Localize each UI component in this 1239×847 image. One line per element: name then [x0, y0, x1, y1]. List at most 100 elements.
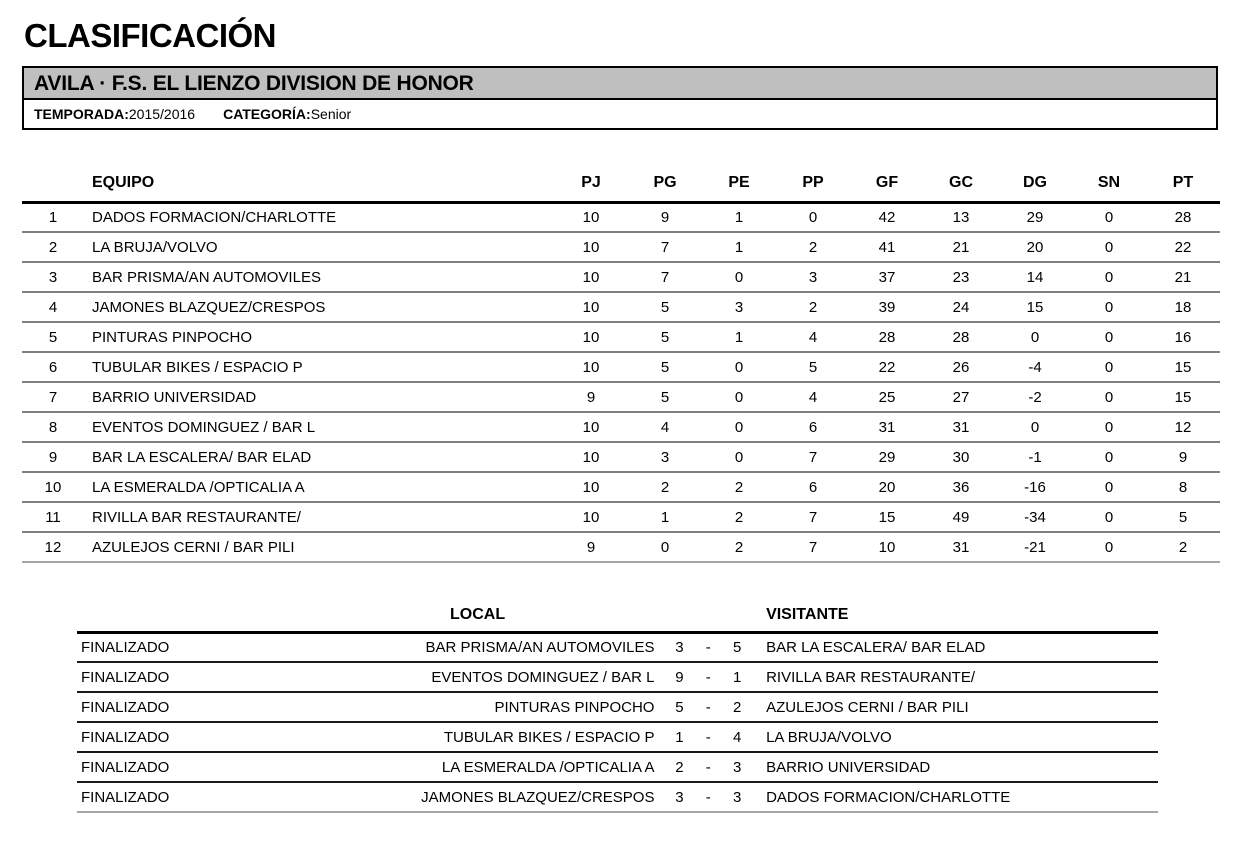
cell-position: 11: [22, 502, 84, 533]
cell-home-goals: 9: [664, 662, 695, 693]
cell-position: 12: [22, 532, 84, 563]
cell-pt: 8: [1146, 472, 1220, 503]
cell-team-name: TUBULAR BIKES / ESPACIO P: [84, 352, 554, 383]
cell-pe: 0: [702, 442, 776, 473]
cell-pg: 7: [628, 232, 702, 263]
cell-dg: -16: [998, 472, 1072, 503]
cell-pp: 4: [776, 382, 850, 413]
cell-pt: 5: [1146, 502, 1220, 533]
header-gc: GC: [924, 168, 998, 204]
cell-gf: 15: [850, 502, 924, 533]
cell-sn: 0: [1072, 292, 1146, 323]
standings-row: 10 LA ESMERALDA /OPTICALIA A 10 2 2 6 20 36 -16 0…: [22, 472, 1220, 503]
header-gf: GF: [850, 168, 924, 204]
cell-gc: 30: [924, 442, 998, 473]
cell-position: 8: [22, 412, 84, 443]
cell-match-status: FINALIZADO: [77, 692, 291, 723]
cell-team-name: LA BRUJA/VOLVO: [84, 232, 554, 263]
cell-pt: 16: [1146, 322, 1220, 353]
cell-gf: 20: [850, 472, 924, 503]
cell-pg: 4: [628, 412, 702, 443]
header-team: EQUIPO: [84, 168, 554, 204]
cell-pt: 2: [1146, 532, 1220, 563]
cell-pj: 9: [554, 382, 628, 413]
cell-gf: 10: [850, 532, 924, 563]
cell-position: 3: [22, 262, 84, 293]
cell-team-name: LA ESMERALDA /OPTICALIA A: [84, 472, 554, 503]
header-pg: PG: [628, 168, 702, 204]
cell-pj: 10: [554, 502, 628, 533]
cell-home-goals: 1: [664, 722, 695, 753]
cell-pe: 2: [702, 472, 776, 503]
cell-pj: 10: [554, 472, 628, 503]
standings-row: 12 AZULEJOS CERNI / BAR PILI 9 0 2 7 10 31 -21 0 2: [22, 532, 1220, 563]
cell-gc: 23: [924, 262, 998, 293]
cell-pt: 18: [1146, 292, 1220, 323]
cell-pp: 3: [776, 262, 850, 293]
cell-pj: 10: [554, 232, 628, 263]
cell-pp: 2: [776, 292, 850, 323]
cell-position: 6: [22, 352, 84, 383]
cell-away-goals: 5: [722, 632, 753, 663]
cell-match-status: FINALIZADO: [77, 662, 291, 693]
cell-team-name: DADOS FORMACION/CHARLOTTE: [84, 202, 554, 233]
cell-dg: 15: [998, 292, 1072, 323]
cell-score-dash: -: [694, 752, 723, 783]
cell-team-name: AZULEJOS CERNI / BAR PILI: [84, 532, 554, 563]
cell-match-status: FINALIZADO: [77, 722, 291, 753]
cell-gc: 13: [924, 202, 998, 233]
cell-pj: 10: [554, 262, 628, 293]
cell-position: 9: [22, 442, 84, 473]
cell-sn: 0: [1072, 532, 1146, 563]
cell-score-dash: -: [694, 692, 723, 723]
cell-away-goals: 4: [722, 722, 753, 753]
cell-pg: 5: [628, 382, 702, 413]
cell-pg: 2: [628, 472, 702, 503]
cell-position: 4: [22, 292, 84, 323]
results-row: FINALIZADO TUBULAR BIKES / ESPACIO P 1-4 LA…: [77, 722, 1158, 753]
cell-dg: 29: [998, 202, 1072, 233]
cell-match-status: FINALIZADO: [77, 782, 291, 813]
cell-sn: 0: [1072, 442, 1146, 473]
standings-row: 1 DADOS FORMACION/CHARLOTTE 10 9 1 0 42 13 29 0 28: [22, 202, 1220, 233]
cell-score-dash: -: [694, 632, 723, 663]
cell-home-goals: 3: [664, 632, 695, 663]
competition-name: AVILA · F.S. EL LIENZO DIVISION DE HONOR: [24, 68, 1216, 100]
standings-row: 2 LA BRUJA/VOLVO 10 7 1 2 41 21 20 0 22: [22, 232, 1220, 263]
standings-table: EQUIPO PJ PG PE PP GF GC DG SN PT 1 DADOS…: [22, 168, 1220, 563]
category-value: Senior: [310, 106, 352, 122]
page-title: CLASIFICACIÓN: [24, 17, 277, 54]
cell-home-team: LA ESMERALDA /OPTICALIA A: [290, 752, 665, 783]
standings-row: 8 EVENTOS DOMINGUEZ / BAR L 10 4 0 6 31 31 0 0 12: [22, 412, 1220, 443]
header-score-dash: [694, 602, 723, 634]
cell-team-name: BARRIO UNIVERSIDAD: [84, 382, 554, 413]
cell-sn: 0: [1072, 262, 1146, 293]
cell-dg: -34: [998, 502, 1072, 533]
cell-pe: 1: [702, 322, 776, 353]
cell-pt: 12: [1146, 412, 1220, 443]
cell-pe: 2: [702, 502, 776, 533]
cell-position: 10: [22, 472, 84, 503]
header-pp: PP: [776, 168, 850, 204]
standings-row: 4 JAMONES BLAZQUEZ/CRESPOS 10 5 3 2 39 24 15 0 18: [22, 292, 1220, 323]
cell-home-goals: 2: [664, 752, 695, 783]
cell-pt: 28: [1146, 202, 1220, 233]
cell-away-goals: 1: [722, 662, 753, 693]
cell-pj: 10: [554, 202, 628, 233]
cell-sn: 0: [1072, 352, 1146, 383]
cell-dg: 20: [998, 232, 1072, 263]
cell-gf: 31: [850, 412, 924, 443]
cell-score-dash: -: [694, 782, 723, 813]
cell-pg: 9: [628, 202, 702, 233]
header-score-away: [722, 602, 753, 634]
results-row: FINALIZADO JAMONES BLAZQUEZ/CRESPOS 3-3 DAD…: [77, 782, 1158, 813]
cell-team-name: JAMONES BLAZQUEZ/CRESPOS: [84, 292, 554, 323]
cell-pp: 2: [776, 232, 850, 263]
cell-gf: 37: [850, 262, 924, 293]
competition-banner: AVILA · F.S. EL LIENZO DIVISION DE HONOR…: [22, 66, 1218, 130]
cell-home-team: BAR PRISMA/AN AUTOMOVILES: [290, 632, 665, 663]
cell-pj: 10: [554, 412, 628, 443]
standings-row: 5 PINTURAS PINPOCHO 10 5 1 4 28 28 0 0 16: [22, 322, 1220, 353]
cell-sn: 0: [1072, 472, 1146, 503]
cell-pe: 0: [702, 382, 776, 413]
